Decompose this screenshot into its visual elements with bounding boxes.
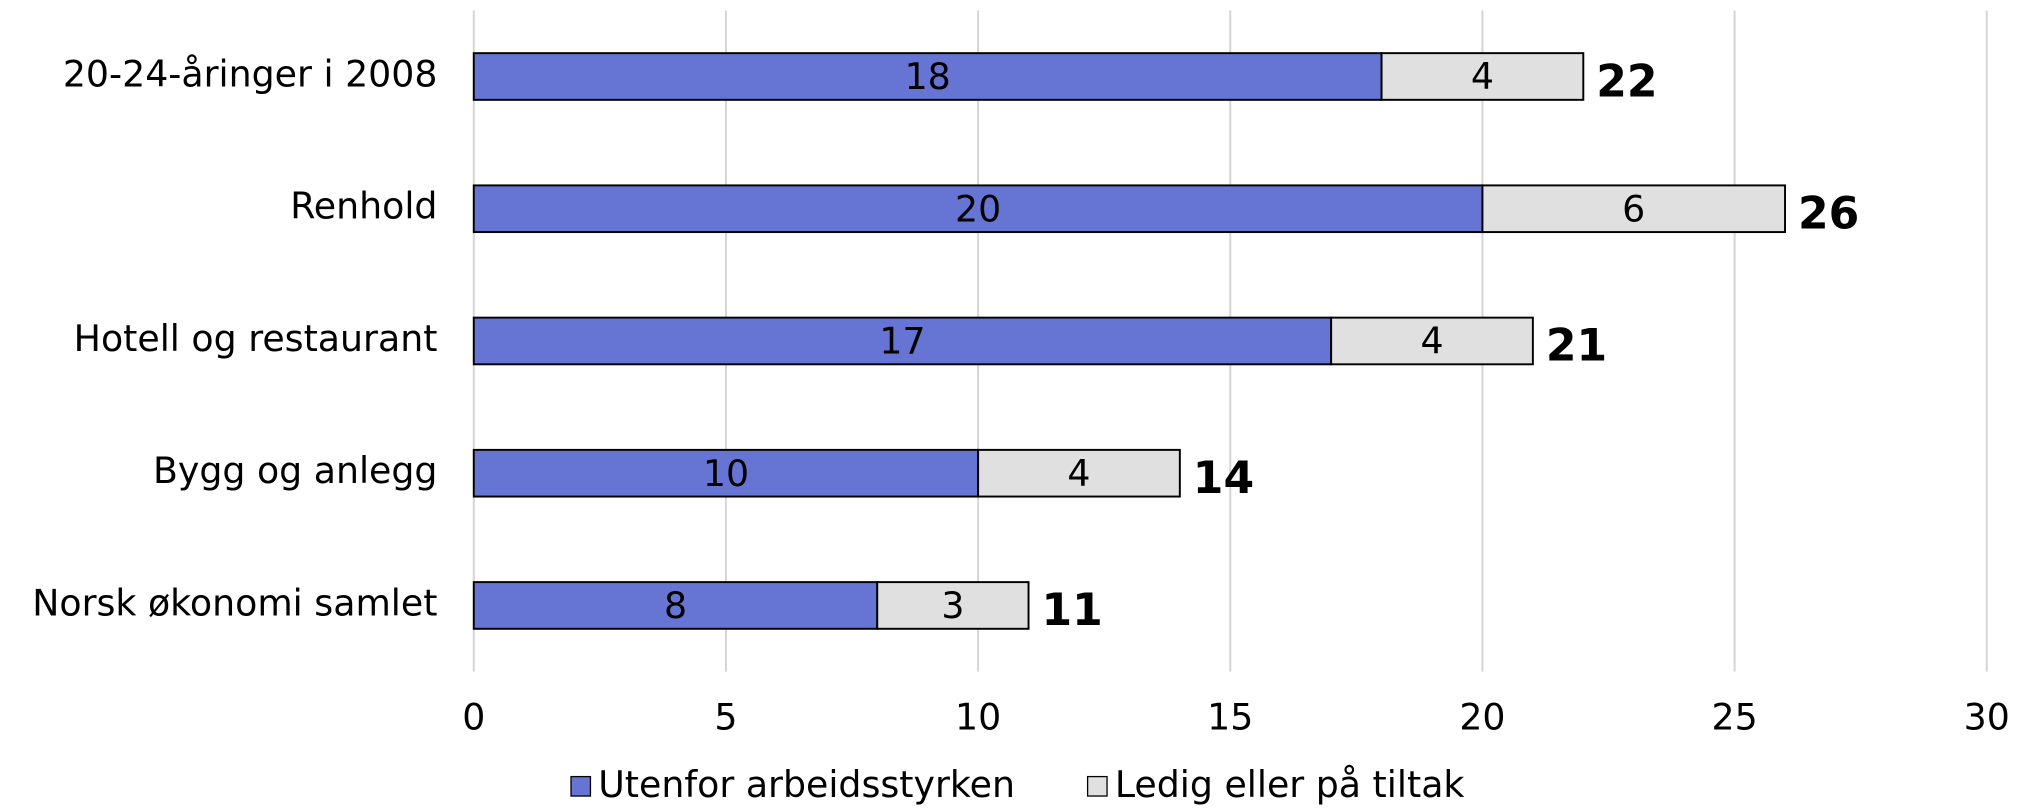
data-label: 4 — [1067, 452, 1090, 495]
x-tick-label: 30 — [1964, 696, 2010, 739]
data-label: 20 — [955, 187, 1001, 230]
bar-segment — [1481, 184, 1787, 234]
y-tick-label: Norsk økonomi samlet — [32, 581, 437, 624]
bar-segment — [472, 184, 1484, 234]
bar-segment — [1380, 52, 1585, 101]
x-tick-label: 5 — [714, 696, 737, 739]
bar-segment — [472, 52, 1383, 101]
bar-segment — [472, 316, 1333, 366]
data-label: 18 — [905, 55, 951, 98]
x-tick-label: 20 — [1459, 696, 1505, 739]
data-label: 4 — [1420, 320, 1443, 363]
data-label: 3 — [941, 584, 964, 627]
bar-segment — [472, 581, 879, 630]
legend-swatch — [570, 775, 592, 797]
x-tick-label: 0 — [462, 696, 485, 739]
y-tick-label: Renhold — [290, 185, 437, 228]
total-label: 22 — [1596, 56, 1657, 107]
total-label: 26 — [1798, 189, 1859, 240]
data-label: 6 — [1622, 187, 1645, 230]
total-label: 21 — [1546, 321, 1607, 372]
legend-label: Ledig eller på tiltak — [1115, 763, 1465, 806]
data-label: 8 — [664, 584, 687, 627]
data-label: 4 — [1471, 55, 1494, 98]
total-label: 14 — [1193, 453, 1254, 504]
bar-segment — [977, 448, 1181, 498]
y-tick-label: 20-24-åringer i 2008 — [63, 52, 438, 95]
y-tick-label: Bygg og anlegg — [153, 449, 438, 492]
x-tick-label: 10 — [955, 696, 1001, 739]
bar-segment — [876, 581, 1030, 630]
legend-swatch — [1086, 775, 1108, 797]
data-label: 10 — [703, 452, 749, 495]
x-tick-label: 15 — [1207, 696, 1253, 739]
legend-label: Utenfor arbeidsstyrken — [598, 763, 1015, 806]
total-label: 11 — [1042, 585, 1103, 636]
data-label: 17 — [879, 320, 925, 363]
y-tick-label: Hotell og restaurant — [74, 317, 438, 360]
bar-segment — [1330, 316, 1534, 366]
x-tick-label: 25 — [1712, 696, 1758, 739]
